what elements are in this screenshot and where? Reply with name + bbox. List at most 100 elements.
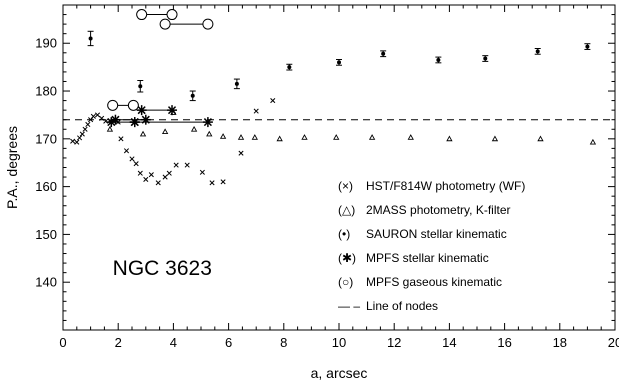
marker-stroke — [74, 139, 80, 145]
data-series-layer — [70, 9, 597, 186]
series-mpfs_star — [106, 105, 213, 128]
2mass-point — [161, 128, 169, 135]
legend-entry-line-of-nodes: — – Line of nodes — [338, 299, 438, 313]
marker-stroke — [270, 98, 276, 104]
sauron-dot — [535, 49, 540, 54]
2mass-point — [368, 134, 376, 140]
marker-stroke — [209, 180, 215, 186]
marker-stroke — [85, 121, 91, 128]
x-tick-label: 20 — [608, 335, 619, 350]
sauron-dot — [483, 56, 488, 61]
marker-stroke — [82, 126, 88, 132]
marker-stroke — [77, 135, 83, 141]
hst-point — [123, 148, 130, 154]
marker-stroke — [162, 174, 168, 180]
2mass-point — [537, 135, 544, 142]
legend-entry-sauron: (•) SAURON stellar kinematic — [338, 227, 507, 241]
legend-label-line-of-nodes: Line of nodes — [366, 299, 438, 313]
hst-point — [209, 180, 215, 186]
marker-stroke — [148, 172, 154, 178]
sauron-point — [87, 30, 94, 47]
y-tick-label: 150 — [35, 227, 57, 242]
mpfs-stellar-segment — [106, 117, 140, 128]
hst-point — [82, 126, 88, 132]
legend-symbol-mpfs-gas: (○) — [338, 275, 353, 289]
mpfs-gas-segment — [159, 18, 214, 30]
hst-point — [99, 115, 105, 121]
marker-stroke — [155, 180, 161, 186]
hst-point — [238, 150, 244, 156]
mpfs-gas-segment — [136, 9, 178, 21]
x-tick-label: 0 — [59, 335, 66, 350]
marker-stroke — [166, 170, 172, 176]
y-axis-label: P.A., degrees — [4, 126, 20, 209]
x-axis-label: a, arcsec — [311, 365, 368, 381]
x-tick-label: 12 — [387, 335, 401, 350]
hst-point — [70, 138, 76, 144]
legend-label-mpfs-gas: MPFS gaseous kinematic — [366, 275, 502, 289]
legend-symbol-2mass: (△) — [338, 203, 355, 217]
y-tick-label: 170 — [35, 131, 57, 146]
y-tick-label: 180 — [35, 84, 57, 99]
sauron-dot — [585, 44, 590, 49]
mpfs-stellar-point — [140, 114, 151, 125]
sauron-point — [380, 50, 387, 58]
2mass-point — [190, 125, 198, 132]
2mass-point — [333, 134, 340, 140]
legend: (×) HST/F814W photometry (WF) (△) 2MASS … — [338, 179, 525, 313]
marker-stroke — [167, 106, 177, 115]
series-sauron — [87, 30, 591, 102]
mpfs-gas-point — [166, 9, 178, 21]
sauron-point — [233, 78, 240, 90]
legend-symbol-sauron: (•) — [338, 227, 350, 241]
hst-point — [90, 113, 96, 119]
marker-stroke — [130, 118, 139, 127]
marker-stroke — [94, 112, 101, 118]
mpfs-stellar-point — [136, 105, 147, 116]
mpfs-gas-point — [136, 9, 148, 21]
sauron-dot — [190, 93, 195, 98]
marker-stroke — [199, 169, 205, 175]
x-tick-label: 14 — [442, 335, 456, 350]
x-tick-label: 6 — [225, 335, 232, 350]
legend-symbol-line-of-nodes: — – — [338, 299, 360, 313]
marker-stroke — [137, 170, 143, 176]
2mass-point — [589, 138, 597, 145]
sauron-point — [435, 56, 442, 64]
series-twomass — [106, 109, 597, 145]
mpfs-stellar-segment — [129, 117, 213, 128]
legend-label-sauron: SAURON stellar kinematic — [366, 227, 507, 241]
mpfs-gas-point — [202, 18, 214, 30]
hst-point — [166, 170, 172, 176]
2mass-point — [276, 135, 283, 142]
x-tick-label: 4 — [170, 335, 177, 350]
hst-point — [162, 174, 168, 180]
marker-stroke — [99, 115, 105, 121]
y-tick-label: 160 — [35, 179, 57, 194]
axis-ticks: 0 2 4 6 8 10 12 14 16 18 20 140 150 160 170 180 190 — [35, 4, 619, 350]
marker-stroke — [203, 118, 212, 127]
mpfs-gas-point — [107, 99, 119, 111]
mpfs-stellar-point — [129, 117, 140, 128]
marker-stroke — [90, 113, 96, 119]
mpfs-stellar-segment — [136, 105, 178, 116]
mpfs-gas-segment — [107, 99, 139, 111]
2mass-point — [206, 130, 213, 137]
2mass-point — [491, 135, 499, 142]
sauron-dot — [234, 81, 239, 86]
mpfs-gas-point — [159, 18, 171, 30]
hst-point — [133, 161, 139, 167]
legend-entry-hst: (×) HST/F814W photometry (WF) — [338, 179, 525, 193]
2mass-point — [237, 134, 245, 140]
legend-entry-2mass: (△) 2MASS photometry, K-filter — [338, 203, 511, 217]
marker-stroke — [123, 148, 130, 154]
2mass-point — [301, 134, 308, 140]
legend-label-mpfs-stellar: MPFS stellar kinematic — [366, 251, 489, 265]
marker-stroke — [253, 108, 259, 114]
sauron-dot — [381, 51, 386, 56]
sauron-dot — [287, 65, 292, 70]
marker-stroke — [103, 118, 109, 124]
marker-stroke — [184, 162, 190, 168]
sauron-dot — [138, 84, 143, 89]
